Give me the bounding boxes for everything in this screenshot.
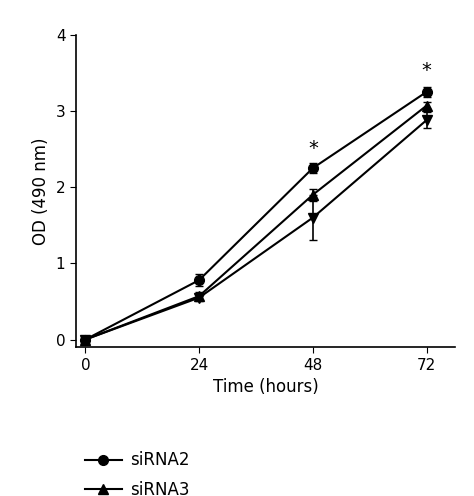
Text: *: * [422, 62, 431, 80]
X-axis label: Time (hours): Time (hours) [212, 378, 319, 396]
Legend: siRNA2, siRNA3, si-NC: siRNA2, siRNA3, si-NC [77, 443, 198, 496]
Text: *: * [308, 139, 318, 158]
Y-axis label: OD (490 nm): OD (490 nm) [32, 137, 50, 245]
